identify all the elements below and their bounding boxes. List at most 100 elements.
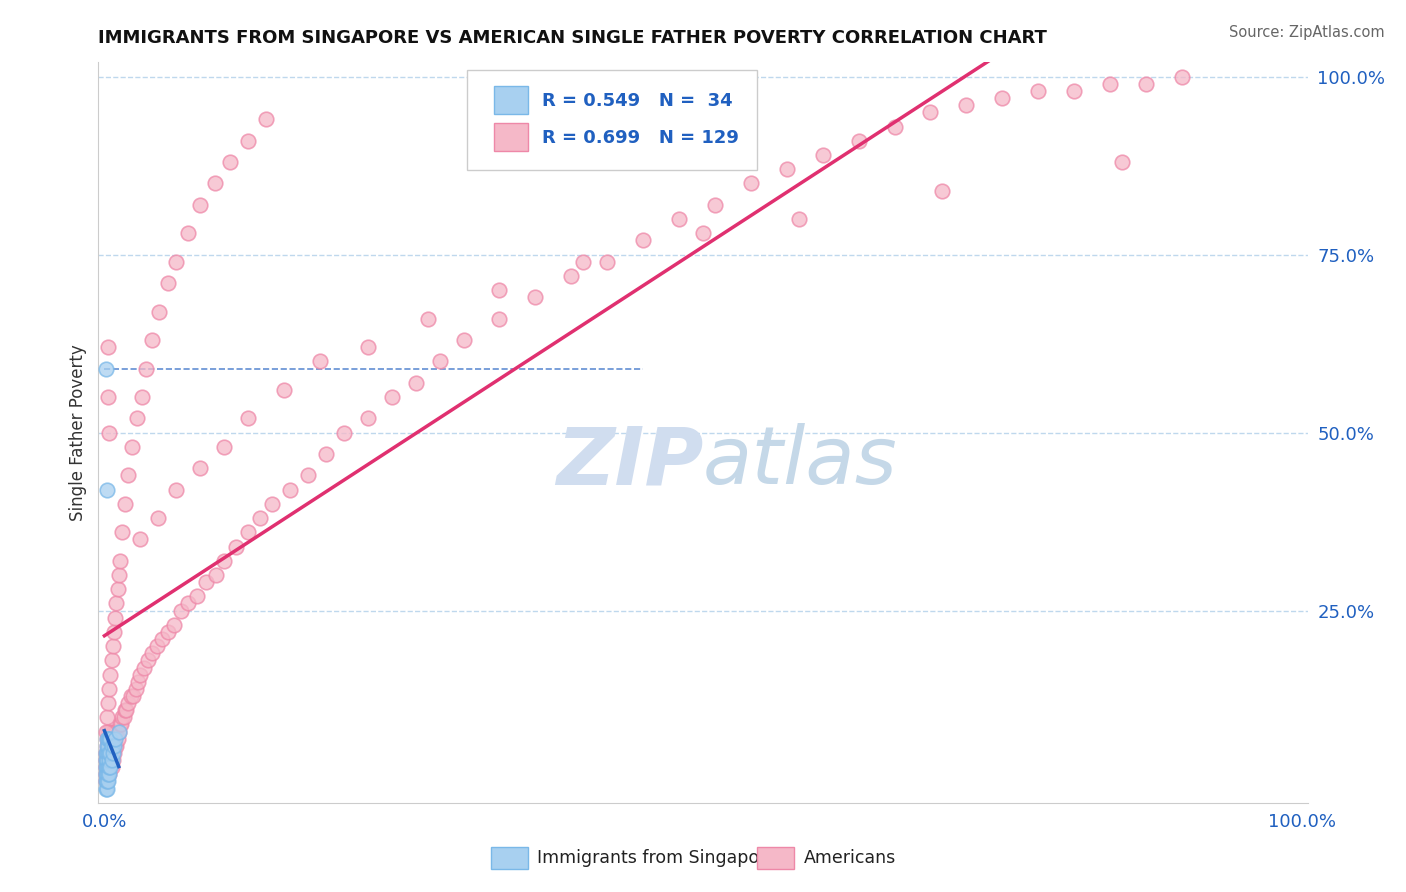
Point [97, 739, 120, 753]
Point [273, 383, 295, 397]
Point [105, 739, 128, 753]
Point [129, 667, 152, 681]
Point [94, 767, 117, 781]
Text: R = 0.699   N = 129: R = 0.699 N = 129 [543, 129, 740, 147]
Point [135, 361, 157, 376]
Point [631, 234, 654, 248]
Point [488, 283, 510, 297]
Point [107, 568, 129, 582]
Point [97, 724, 120, 739]
Point [1063, 84, 1085, 98]
Point [96, 483, 118, 497]
Point [186, 590, 208, 604]
Point [94, 774, 117, 789]
Point [110, 717, 132, 731]
Point [100, 746, 122, 760]
FancyBboxPatch shape [467, 70, 758, 169]
Point [96, 781, 118, 796]
Point [357, 411, 380, 425]
Point [104, 611, 127, 625]
Point [104, 731, 127, 746]
Point [405, 376, 427, 390]
Text: R = 0.549   N =  34: R = 0.549 N = 34 [543, 92, 733, 110]
Point [811, 148, 834, 162]
Point [212, 440, 235, 454]
Point [96, 774, 118, 789]
Point [101, 746, 124, 760]
Point [97, 731, 120, 746]
Point [98, 767, 121, 781]
Point [704, 198, 727, 212]
Point [96, 767, 118, 781]
Point [112, 710, 135, 724]
Point [94, 760, 117, 774]
Point [260, 497, 283, 511]
Point [453, 333, 475, 347]
Point [96, 746, 118, 760]
Point [195, 575, 218, 590]
Point [96, 739, 118, 753]
Point [94, 760, 117, 774]
Point [692, 227, 714, 241]
Point [111, 710, 134, 724]
Bar [492, 847, 527, 870]
Point [97, 340, 120, 354]
Point [101, 724, 124, 739]
Point [416, 311, 439, 326]
Point [94, 753, 117, 767]
Point [177, 597, 200, 611]
Point [188, 461, 211, 475]
Point [94, 724, 117, 739]
Point [931, 184, 953, 198]
Point [105, 597, 128, 611]
Point [108, 717, 131, 731]
Point [97, 760, 120, 774]
Point [98, 681, 121, 696]
Point [107, 724, 129, 739]
Point [94, 361, 117, 376]
Point [100, 753, 122, 767]
Point [524, 290, 547, 304]
Point [124, 681, 146, 696]
Point [165, 254, 187, 268]
Point [103, 746, 125, 760]
Point [97, 746, 120, 760]
Point [94, 746, 117, 760]
Point [103, 731, 125, 746]
Point [94, 746, 117, 760]
Point [96, 731, 118, 746]
Text: Immigrants from Singapore: Immigrants from Singapore [537, 849, 778, 867]
Bar [758, 847, 794, 870]
Point [97, 774, 120, 789]
Point [560, 268, 582, 283]
Point [357, 340, 380, 354]
Point [236, 411, 259, 425]
Point [104, 739, 127, 753]
Point [740, 177, 762, 191]
Point [101, 739, 124, 753]
Point [883, 120, 905, 134]
Point [117, 468, 139, 483]
Point [114, 703, 136, 717]
Point [204, 568, 226, 582]
Point [97, 753, 120, 767]
Point [101, 753, 124, 767]
Point [333, 425, 356, 440]
Point [107, 582, 129, 597]
Point [297, 468, 319, 483]
Point [381, 390, 404, 404]
Point [148, 304, 170, 318]
Point [97, 767, 120, 781]
Point [100, 731, 122, 746]
Point [98, 746, 121, 760]
Point [1135, 77, 1157, 91]
Point [596, 254, 619, 268]
Point [97, 767, 120, 781]
Point [98, 767, 121, 781]
Point [103, 624, 125, 639]
Point [212, 554, 235, 568]
Point [100, 653, 122, 667]
Point [105, 724, 128, 739]
Point [787, 212, 810, 227]
Point [96, 739, 118, 753]
